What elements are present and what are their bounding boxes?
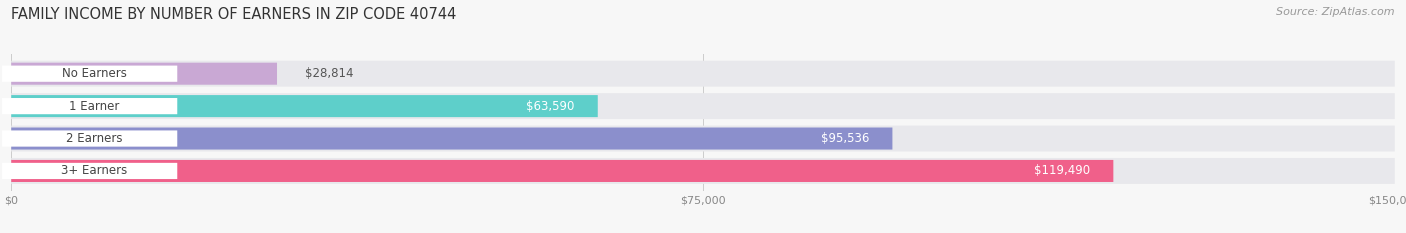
FancyBboxPatch shape bbox=[11, 63, 277, 85]
FancyBboxPatch shape bbox=[1, 130, 177, 147]
Text: No Earners: No Earners bbox=[62, 67, 127, 80]
Text: Source: ZipAtlas.com: Source: ZipAtlas.com bbox=[1277, 7, 1395, 17]
Text: $28,814: $28,814 bbox=[305, 67, 353, 80]
FancyBboxPatch shape bbox=[11, 93, 1395, 119]
Text: 2 Earners: 2 Earners bbox=[66, 132, 122, 145]
Text: FAMILY INCOME BY NUMBER OF EARNERS IN ZIP CODE 40744: FAMILY INCOME BY NUMBER OF EARNERS IN ZI… bbox=[11, 7, 457, 22]
FancyBboxPatch shape bbox=[11, 158, 1395, 184]
FancyBboxPatch shape bbox=[1, 65, 177, 82]
FancyBboxPatch shape bbox=[11, 95, 598, 117]
FancyBboxPatch shape bbox=[11, 61, 1395, 87]
Text: $95,536: $95,536 bbox=[821, 132, 869, 145]
FancyBboxPatch shape bbox=[11, 126, 1395, 151]
Text: 3+ Earners: 3+ Earners bbox=[60, 164, 128, 178]
FancyBboxPatch shape bbox=[11, 127, 893, 150]
FancyBboxPatch shape bbox=[1, 98, 177, 114]
Text: 1 Earner: 1 Earner bbox=[69, 100, 120, 113]
FancyBboxPatch shape bbox=[1, 163, 177, 179]
Text: $119,490: $119,490 bbox=[1035, 164, 1090, 178]
Text: $63,590: $63,590 bbox=[526, 100, 575, 113]
FancyBboxPatch shape bbox=[11, 160, 1114, 182]
